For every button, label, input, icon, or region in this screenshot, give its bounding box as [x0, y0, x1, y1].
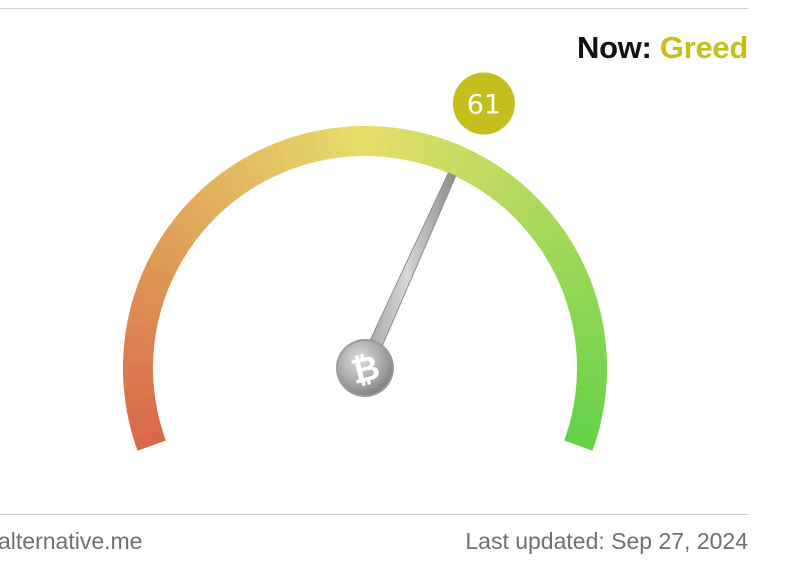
last-updated: Last updated: Sep 27, 2024: [465, 528, 748, 554]
bottom-divider: [0, 514, 748, 515]
value-badge: 61: [452, 72, 515, 135]
status-label: Greed: [659, 30, 748, 65]
source-link[interactable]: alternative.me: [0, 528, 143, 554]
top-divider: [0, 8, 748, 9]
gauge-arc-segment: [564, 429, 597, 451]
status-prefix: Now:: [577, 30, 652, 65]
current-status-headline: Now: Greed: [577, 30, 748, 66]
gauge-value: 61: [467, 90, 501, 121]
bitcoin-hub: ₿: [336, 339, 394, 397]
gauge-arc: [123, 126, 607, 451]
